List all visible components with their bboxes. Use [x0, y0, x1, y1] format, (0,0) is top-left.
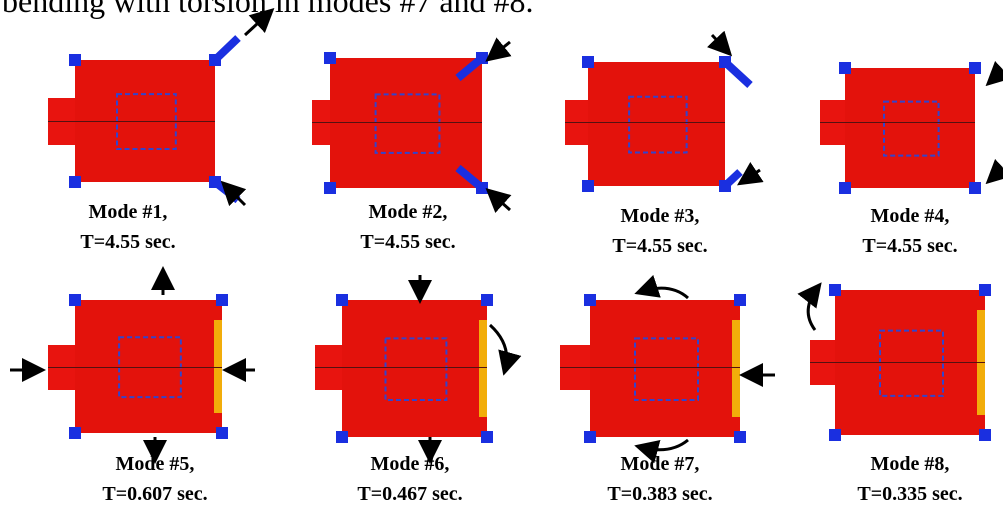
- column-node: [584, 294, 596, 306]
- period-label: T=0.607 sec.: [102, 483, 207, 505]
- column-node: [839, 62, 851, 74]
- column-node: [69, 54, 81, 66]
- period-label: T=4.55 sec.: [80, 231, 175, 253]
- period-label: T=0.335 sec.: [857, 483, 962, 505]
- mode-label: Mode #3,: [621, 205, 700, 227]
- column-node: [69, 294, 81, 306]
- brace-member: [215, 38, 238, 60]
- floor-slab: [75, 300, 222, 433]
- period-label: T=0.383 sec.: [607, 483, 712, 505]
- arrow: [490, 192, 510, 210]
- mode-label: Mode #2,: [369, 201, 448, 223]
- arrow: [490, 42, 510, 58]
- mode-label: Mode #8,: [871, 453, 950, 475]
- rotation-arrow: [490, 325, 507, 370]
- column-node: [734, 294, 746, 306]
- period-label: T=4.55 sec.: [360, 231, 455, 253]
- header-text: bending with torsion in modes #7 and #8.: [2, 0, 534, 19]
- figure: bending with torsion in modes #7 and #8.…: [0, 0, 1003, 523]
- column-node: [839, 182, 851, 194]
- rotation-arrow: [640, 440, 688, 450]
- arrow: [712, 35, 728, 52]
- column-node: [481, 294, 493, 306]
- column-node: [979, 429, 991, 441]
- column-node: [584, 431, 596, 443]
- floor-slab: [588, 62, 725, 186]
- floor-slab: [342, 300, 487, 437]
- column-node: [324, 182, 336, 194]
- column-node: [216, 294, 228, 306]
- column-node: [216, 427, 228, 439]
- brace-member: [725, 172, 740, 186]
- period-label: T=0.467 sec.: [357, 483, 462, 505]
- column-node: [481, 431, 493, 443]
- column-node: [969, 182, 981, 194]
- arrow: [990, 168, 1003, 180]
- deformation-edge: [479, 320, 487, 417]
- mode-label: Mode #1,: [89, 201, 168, 223]
- column-node: [324, 52, 336, 64]
- column-node: [336, 294, 348, 306]
- floor-slab: [590, 300, 740, 437]
- column-node: [582, 180, 594, 192]
- column-node: [969, 62, 981, 74]
- brace-member: [725, 62, 750, 85]
- mode-label: Mode #7,: [621, 453, 700, 475]
- rotation-arrow: [808, 287, 818, 330]
- period-label: T=4.55 sec.: [612, 235, 707, 257]
- deformation-edge: [732, 320, 740, 417]
- column-node: [582, 56, 594, 68]
- column-node: [69, 176, 81, 188]
- rotation-arrow: [640, 288, 688, 298]
- deformation-edge: [214, 320, 222, 413]
- period-label: T=4.55 sec.: [862, 235, 957, 257]
- arrow: [742, 170, 760, 182]
- mode-label: Mode #4,: [871, 205, 950, 227]
- column-node: [829, 284, 841, 296]
- column-node: [734, 431, 746, 443]
- column-node: [69, 427, 81, 439]
- column-node: [829, 429, 841, 441]
- floor-slab: [845, 68, 975, 188]
- column-node: [336, 431, 348, 443]
- mode-label: Mode #6,: [371, 453, 450, 475]
- column-node: [979, 284, 991, 296]
- arrow: [990, 70, 1003, 82]
